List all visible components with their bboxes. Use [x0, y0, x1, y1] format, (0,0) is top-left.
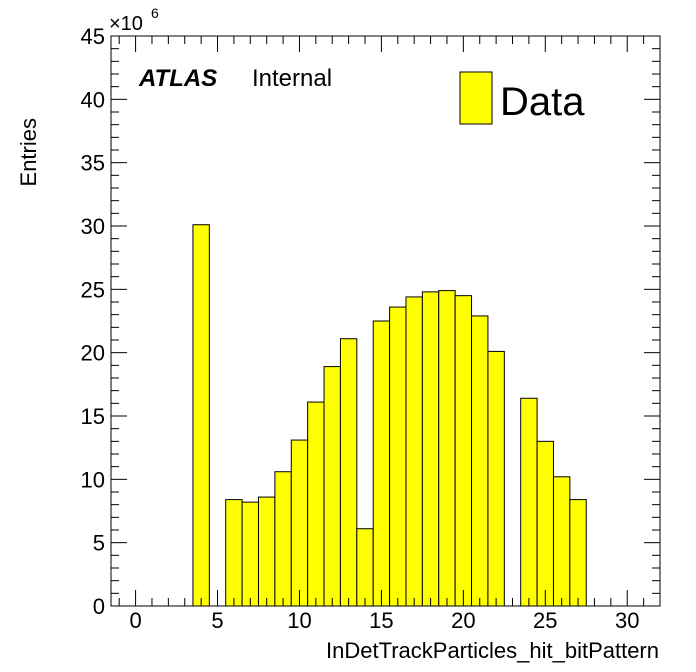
legend-swatch: [459, 71, 493, 125]
x-axis-title: InDetTrackParticles_hit_bitPattern: [326, 638, 659, 663]
histogram-bar: [389, 306, 407, 607]
x-tick-label: 20: [451, 608, 475, 633]
plot-frame: [110, 35, 661, 607]
x-tick-label: 10: [287, 608, 311, 633]
x-tick-label: 0: [129, 608, 141, 633]
histogram-bar: [569, 499, 587, 607]
axis-ticks: [111, 35, 661, 607]
histogram-bar: [421, 291, 440, 607]
histogram-bar: [372, 320, 391, 607]
histogram-bars: [192, 224, 587, 607]
x-tick-label: 5: [211, 608, 223, 633]
histogram-bar: [487, 350, 505, 607]
y-scale-base: ×10: [109, 13, 143, 35]
x-tick-label: 15: [369, 608, 393, 633]
legend-label: Data: [500, 80, 585, 124]
atlas-label: ATLAS Internal: [138, 65, 332, 92]
histogram-bar: [438, 290, 456, 607]
y-axis-title: Entries: [16, 118, 41, 186]
y-tick-label: 40: [81, 87, 105, 112]
histogram-bar: [274, 471, 292, 607]
histogram-bar: [323, 366, 341, 607]
tick-labels: 0 5 10 15 20 25 30 0 5 10 15 20 25 30 35 40 45: [81, 24, 640, 633]
histogram-bar: [290, 439, 309, 607]
legend: Data: [459, 71, 585, 125]
y-scale-exponent: 6: [151, 5, 159, 21]
histogram-bar: [454, 295, 473, 607]
y-tick-label: 20: [81, 341, 105, 366]
y-scale-factor: ×10 6: [109, 5, 159, 35]
y-tick-label: 0: [93, 594, 105, 619]
histogram-bar: [192, 224, 210, 607]
x-tick-label: 25: [533, 608, 557, 633]
histogram-bar: [536, 440, 554, 607]
y-tick-label: 45: [81, 24, 105, 49]
x-tick-label: 30: [615, 608, 639, 633]
histogram-bar: [356, 528, 374, 607]
histogram-bar: [552, 476, 571, 607]
y-tick-label: 5: [93, 531, 105, 556]
histogram-bar: [257, 496, 276, 607]
histogram-bar: [520, 397, 538, 607]
histogram-bar: [307, 401, 325, 607]
y-tick-label: 30: [81, 214, 105, 239]
y-tick-label: 35: [81, 151, 105, 176]
atlas-label-main: ATLAS: [138, 65, 217, 92]
histogram-bar: [339, 338, 358, 607]
histogram-bar: [471, 315, 489, 607]
y-tick-label: 15: [81, 404, 105, 429]
histogram-bar: [405, 296, 423, 607]
atlas-label-sub: Internal: [252, 65, 332, 92]
y-tick-label: 25: [81, 277, 105, 302]
y-tick-label: 10: [81, 467, 105, 492]
histogram-bar: [241, 501, 259, 607]
histogram-bar: [225, 499, 243, 607]
